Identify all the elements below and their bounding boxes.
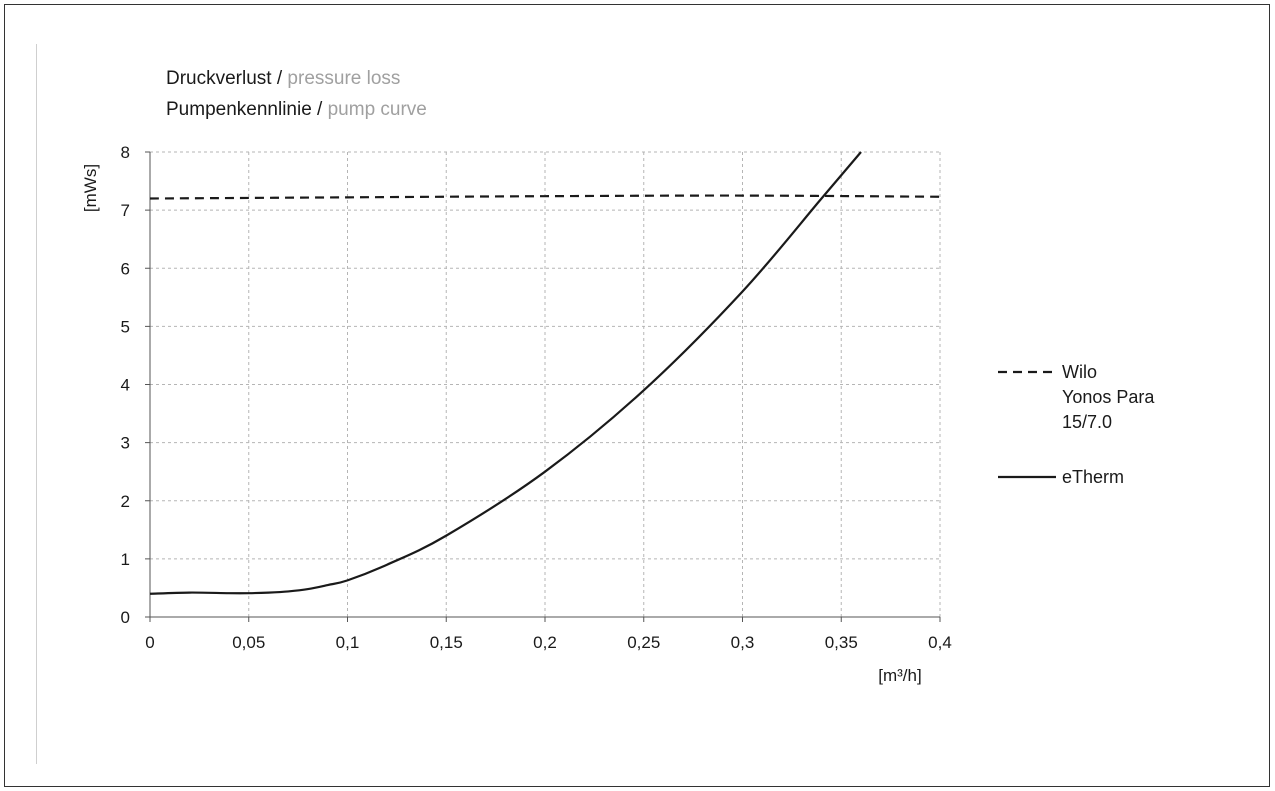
y-tick-label: 6 [121, 259, 130, 278]
title-line-2: Pumpenkennlinie / pump curve [166, 99, 427, 120]
chart-frame [4, 4, 1270, 787]
axes [145, 151, 941, 622]
x-tick-label: 0 [145, 633, 154, 652]
title-line-1-gray: pressure loss [287, 68, 400, 89]
legend-label: Yonos Para [1062, 387, 1155, 407]
left-divider-line [36, 44, 37, 764]
y-tick-label: 4 [121, 376, 130, 395]
title-line-2-gray: pump curve [328, 99, 427, 120]
y-tick-label: 2 [121, 492, 130, 511]
series-line-wilo [149, 194, 941, 200]
x-tick-label: 0,35 [825, 633, 858, 652]
y-axis-label: [mWs] [81, 164, 100, 212]
x-axis-label: [m³/h] [878, 666, 921, 685]
x-tick-label: 0,2 [533, 633, 557, 652]
y-tick-label: 1 [121, 550, 130, 569]
y-tick-label: 8 [121, 143, 130, 162]
y-tick-label: 3 [121, 434, 130, 453]
legend-label: Wilo [1062, 362, 1097, 382]
y-tick-label: 7 [121, 201, 130, 220]
x-tick-label: 0,3 [731, 633, 755, 652]
series-line-etherm [149, 151, 862, 595]
title-line-2-dark: Pumpenkennlinie / [166, 99, 328, 120]
title-line-1-dark: Druckverlust / [166, 68, 287, 89]
x-tick-label: 0,25 [627, 633, 660, 652]
legend-label: 15/7.0 [1062, 412, 1112, 432]
series-group [149, 151, 941, 595]
legend: Wilo Yonos Para 15/7.0 eTherm [998, 362, 1155, 487]
x-tick-label: 0,05 [232, 633, 265, 652]
y-tick-label: 0 [121, 608, 130, 627]
tick-labels: 0 0,05 0,1 0,15 0,2 0,25 0,3 0,35 0,4 0 1 2 3 4 5 6 7 8 [121, 143, 952, 652]
x-tick-label: 0,1 [336, 633, 360, 652]
grid [150, 151, 941, 617]
title-line-1: Druckverlust / pressure loss [166, 68, 400, 89]
y-tick-label: 5 [121, 317, 130, 336]
legend-label: eTherm [1062, 467, 1124, 487]
x-tick-label: 0,4 [928, 633, 952, 652]
x-tick-label: 0,15 [430, 633, 463, 652]
